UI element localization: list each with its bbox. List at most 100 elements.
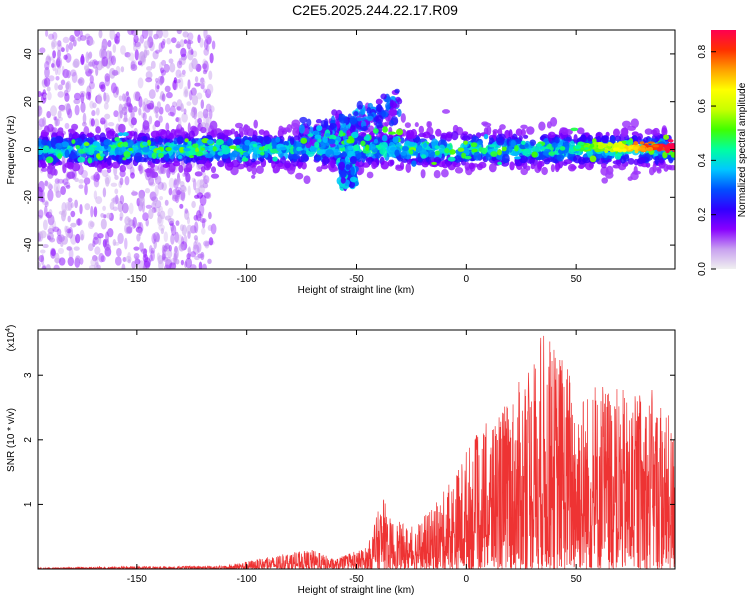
spectrogram-blob	[141, 146, 150, 153]
spectrogram-blob	[538, 121, 546, 131]
spectrogram-blob	[203, 38, 209, 50]
spectrogram-blob	[166, 91, 173, 99]
spectrogram-blob	[198, 203, 205, 216]
spectrogram-blob	[340, 171, 347, 178]
spectrogram-blob	[200, 251, 205, 261]
spectrogram-blob	[389, 99, 394, 108]
spectrogram-marks	[38, 30, 675, 269]
spectrogram-blob	[167, 111, 175, 117]
spectrogram-blob	[136, 136, 142, 142]
spectrogram-blob	[325, 149, 335, 158]
spectrogram-blob	[96, 164, 103, 173]
spectrogram-blob	[328, 134, 337, 140]
spectrogram-blob	[632, 146, 639, 151]
spectrogram-blob	[168, 177, 175, 189]
spectrogram-blob	[348, 181, 356, 189]
spectrogram-blob	[106, 156, 112, 166]
spectrogram-blob	[102, 187, 107, 198]
spectrogram-blob	[324, 133, 331, 137]
spectrogram-blob	[526, 126, 535, 135]
spectrogram-blob	[145, 70, 153, 80]
spectrogram-blob	[359, 109, 365, 115]
spectrogram-blob	[40, 249, 46, 254]
spectrogram-blob	[441, 168, 449, 178]
spectrogram-blob	[647, 141, 655, 144]
spectrogram-blob	[38, 151, 43, 156]
spectrogram-blob	[380, 160, 389, 170]
spectrogram-blob	[176, 234, 183, 245]
spectrogram-blob	[89, 100, 95, 109]
spectrogram-blob	[473, 151, 482, 161]
spectrogram-blob	[103, 243, 111, 251]
spectrogram-blob	[514, 145, 519, 152]
spectrogram-blob	[208, 237, 214, 246]
snr-x-tick-label: -150	[127, 574, 147, 585]
spectrogram-blob	[194, 255, 200, 261]
spectrogram-blob	[110, 55, 117, 66]
spectrogram-blob	[185, 162, 193, 173]
spectrogram-blob	[116, 31, 121, 39]
spectrogram-blob	[99, 117, 106, 125]
spectrogram-blob	[198, 261, 203, 269]
spectrogram-blob	[350, 137, 355, 144]
spectrogram-blob	[618, 164, 627, 171]
spectrogram-blob	[92, 102, 97, 109]
spectrogram-blob	[197, 34, 201, 44]
spectrogram-blob	[168, 132, 174, 140]
spectrogram-blob	[87, 157, 93, 164]
spectrogram-blob	[349, 156, 357, 165]
spectrogram-blob	[67, 108, 73, 119]
spectrogram-blob	[121, 106, 128, 116]
spectrogram-blob	[627, 158, 635, 165]
spectrogram-blob	[444, 147, 450, 154]
spectrogram-blob	[168, 187, 173, 196]
spectrogram-blob	[531, 151, 538, 158]
spectrogram-blob	[97, 233, 104, 239]
spectrogram-blob	[139, 166, 145, 174]
spectrogram-blob	[133, 39, 137, 48]
spectrogram-blob	[199, 179, 205, 189]
spectrogram-blob	[589, 155, 597, 163]
spectrogram-blob	[64, 161, 73, 169]
spectrogram-blob	[151, 196, 159, 203]
spectrogram-blob	[582, 157, 591, 164]
spectrogram-blob	[196, 242, 202, 253]
spectrogram-blob	[574, 144, 582, 150]
spectrogram-blob	[488, 163, 497, 173]
spectrogram-blob	[176, 41, 181, 49]
spectrogram-blob	[42, 219, 48, 231]
spectrogram-blob	[303, 175, 311, 185]
spectrogram-blob	[291, 154, 301, 160]
spectrogram-blob	[177, 177, 181, 184]
spectrogram-blob	[179, 146, 184, 153]
spectrogram-blob	[42, 243, 49, 249]
spectrogram-blob	[45, 30, 49, 37]
spectrogram-blob	[376, 99, 383, 104]
spectrogram-blob	[87, 220, 95, 230]
spectrogram-blob	[175, 220, 180, 226]
spectrogram-blob	[175, 258, 180, 265]
spectrogram-blob	[122, 257, 127, 262]
spectrogram-blob	[483, 127, 489, 137]
spectrogram-blob	[226, 138, 235, 146]
spectrogram-blob	[313, 130, 319, 136]
spectrogram-blob	[66, 228, 72, 234]
spectrogram-blob	[423, 141, 428, 149]
spectrogram-blob	[158, 42, 163, 53]
spectrogram-blob	[138, 96, 143, 108]
spectrogram-blob	[604, 148, 609, 154]
spectrogram-blob	[80, 53, 85, 65]
spectrogram-blob	[69, 34, 75, 43]
spectrogram-blob	[84, 203, 91, 211]
spectrogram-blob	[537, 160, 543, 170]
spectrogram-blob	[173, 77, 178, 84]
spectrogram-blob	[154, 175, 162, 185]
spectrogram-blob	[71, 162, 81, 172]
spectrogram-blob	[66, 246, 72, 251]
spectrogram-blob	[95, 196, 103, 205]
spectrogram-blob	[396, 108, 402, 118]
spectrogram-blob	[608, 143, 615, 147]
spectrogram-blob	[113, 110, 119, 118]
spectrogram-blob	[162, 30, 169, 39]
spectrogram-blob	[121, 93, 126, 102]
